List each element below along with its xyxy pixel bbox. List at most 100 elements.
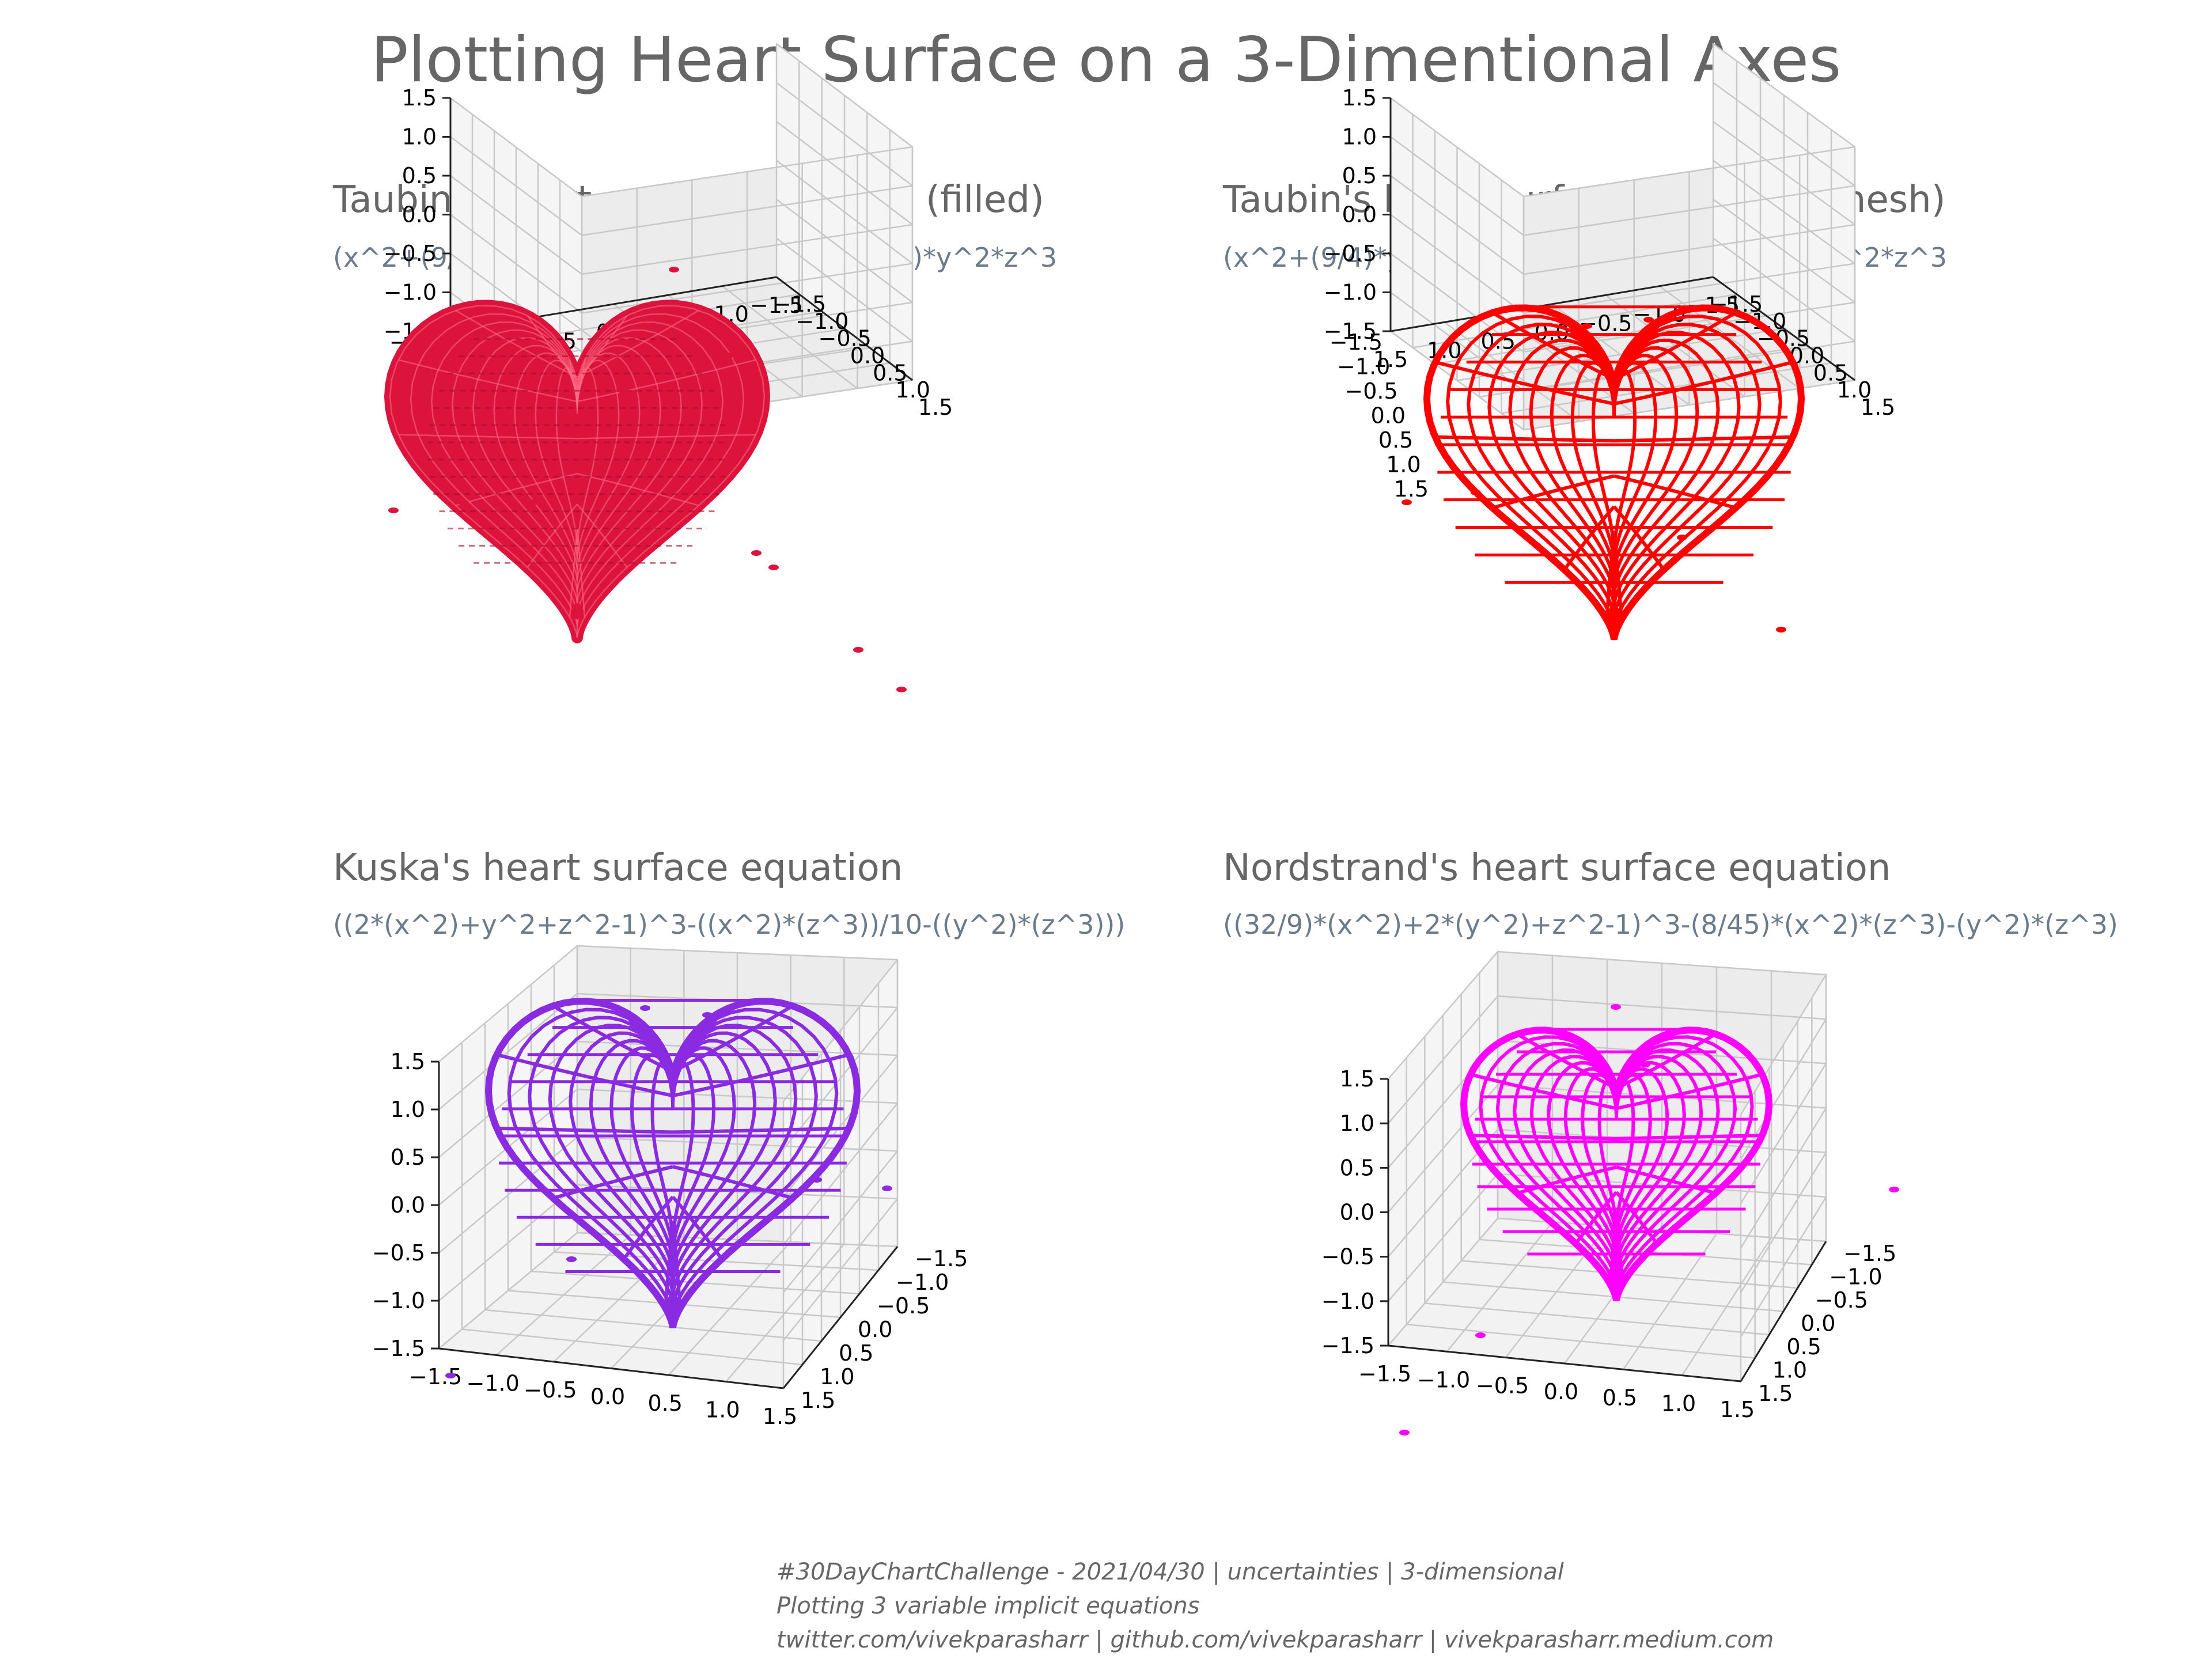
artifact-dot: [1471, 490, 1481, 495]
heart-mesh-line: [577, 434, 756, 440]
right-tick-label: 1.0: [820, 1364, 854, 1389]
right-tick-label: −1.5: [915, 1246, 968, 1271]
z-tick-label: 1.5: [1342, 85, 1377, 111]
heart-mesh-line: [1616, 1165, 1716, 1195]
depth-tick-label: 0.0: [1371, 403, 1406, 429]
heart-mesh-line: [1616, 1134, 1763, 1141]
artifact-dot: [640, 1005, 650, 1011]
heart-mesh-line: [527, 315, 578, 381]
artifact-dot: [1776, 627, 1786, 632]
heart-outline: [1460, 1027, 1773, 1301]
artifact-dot: [669, 267, 679, 272]
caption: #30DayChartChallenge - 2021/04/30 | unce…: [777, 1555, 1774, 1657]
heart-mesh-line: [1613, 360, 1794, 406]
front-tick-label: 0.5: [1603, 1385, 1637, 1410]
right-tick-label: 0.5: [1786, 1334, 1821, 1359]
heart-mesh-line: [671, 1010, 724, 1075]
artifact-dot: [896, 687, 907, 692]
heart-mesh-line: [1491, 311, 1615, 381]
artifact-dot: [702, 1012, 713, 1018]
artifact-dot: [1399, 1430, 1410, 1435]
gridline: [1390, 97, 1524, 198]
heart-mesh-line: [576, 359, 586, 402]
right-tick-label: −1.0: [1829, 1264, 1882, 1290]
right-tick-label: −1.0: [896, 1270, 949, 1295]
heart-mesh-line: [1615, 1191, 1658, 1245]
heart-mesh-line: [496, 1052, 673, 1098]
heart-mesh-line: [497, 1126, 673, 1134]
z-tick-label: 0.5: [402, 163, 437, 188]
right-tick-label: 1.5: [801, 1388, 835, 1413]
heart-mesh-line: [1605, 531, 1616, 620]
heart-mesh-line: [577, 309, 699, 378]
front-tick-label: 1.0: [1661, 1391, 1696, 1416]
gridline: [438, 945, 578, 1062]
artifact-dot: [1889, 1187, 1899, 1192]
artifact-dot: [853, 647, 863, 653]
heart-mesh-line: [552, 1165, 673, 1200]
artifact-dot: [1643, 317, 1654, 323]
depth-tick-label: −0.5: [1344, 378, 1397, 404]
gridline: [450, 136, 582, 236]
z-tick-label: 1.5: [1340, 1066, 1374, 1092]
z-tick-label: 0.0: [1340, 1200, 1374, 1225]
heart-mesh-line: [576, 529, 586, 618]
main-title: Plotting Heart Surface on a 3-Dimentiona…: [370, 24, 1842, 96]
right-tick-label: 0.0: [1801, 1311, 1835, 1336]
depth-tick-label: −1.5: [1330, 329, 1382, 355]
right-tick-label: 0.0: [858, 1317, 892, 1342]
gridline: [1713, 82, 1855, 187]
heart-surface: [1423, 304, 1805, 641]
heart-mesh-line: [552, 1004, 674, 1073]
z-tick-label: −1.0: [384, 280, 437, 305]
gridline: [450, 97, 582, 197]
heart-mesh-line: [1563, 505, 1616, 571]
heart-mesh-line: [671, 1195, 724, 1260]
right-tick-label: −1.0: [796, 309, 849, 334]
z-tick-label: 1.5: [402, 85, 437, 111]
caption-line-3: twitter.com/vivekparasharr | github.com/…: [777, 1627, 1774, 1653]
heart-mesh-line: [455, 473, 578, 506]
gridline: [1497, 950, 1827, 976]
heart-surface: [484, 998, 861, 1329]
gridline: [1713, 43, 1855, 148]
artifact-dot: [445, 1373, 456, 1378]
heart-mesh-line: [398, 434, 578, 440]
heart-mesh-line: [672, 1004, 794, 1073]
panel-2-axes: −1.5−1.0−0.50.00.51.01.51.5 1.0 0.5 0.0 −0.5…: [1324, 43, 1895, 641]
artifact-dot: [1402, 499, 1412, 505]
gridline: [581, 146, 913, 198]
heart-mesh-line: [1613, 311, 1737, 381]
artifact-dot: [1677, 535, 1687, 540]
heart-mesh-line: [622, 1195, 675, 1260]
heart-surface: [384, 300, 770, 643]
artifact-dot: [724, 353, 734, 358]
z-tick-label: −1.5: [1321, 1333, 1374, 1358]
panel-3-equation: ((2*(x^2)+y^2+z^2-1)^3-((x^2)*(z^3))/10-…: [333, 909, 1126, 940]
front-tick-label: 1.5: [1720, 1397, 1755, 1422]
z-tick-label: −0.5: [372, 1240, 425, 1266]
z-tick-label: 1.0: [1340, 1111, 1374, 1136]
heart-mesh-line: [1613, 474, 1736, 510]
heart-tip: [667, 1294, 679, 1310]
front-tick-label: 1.5: [763, 1404, 797, 1429]
right-tick-label: −0.5: [819, 326, 872, 351]
gridline: [438, 993, 578, 1110]
front-tick-label: 0.0: [1544, 1379, 1578, 1404]
artifact-dot: [640, 323, 650, 328]
right-tick-label: 1.0: [895, 377, 930, 403]
axis-line: [782, 1246, 899, 1389]
z-tick-label: 1.0: [402, 124, 437, 150]
heart-mesh-line: [577, 315, 628, 381]
heart-mesh-line: [1492, 474, 1615, 510]
panel-3-title: Kuska's heart surface equation: [333, 847, 903, 889]
heart-mesh-line: [577, 503, 628, 568]
z-tick-label: 1.5: [391, 1049, 425, 1074]
depth-tick-label: −1.0: [1337, 354, 1390, 380]
right-tick-label: −0.5: [877, 1293, 930, 1319]
front-tick-label: −1.0: [1417, 1367, 1470, 1392]
artifact-dot: [531, 499, 541, 505]
heart-tip: [1608, 605, 1620, 622]
front-tick-label: 1.0: [705, 1397, 740, 1423]
